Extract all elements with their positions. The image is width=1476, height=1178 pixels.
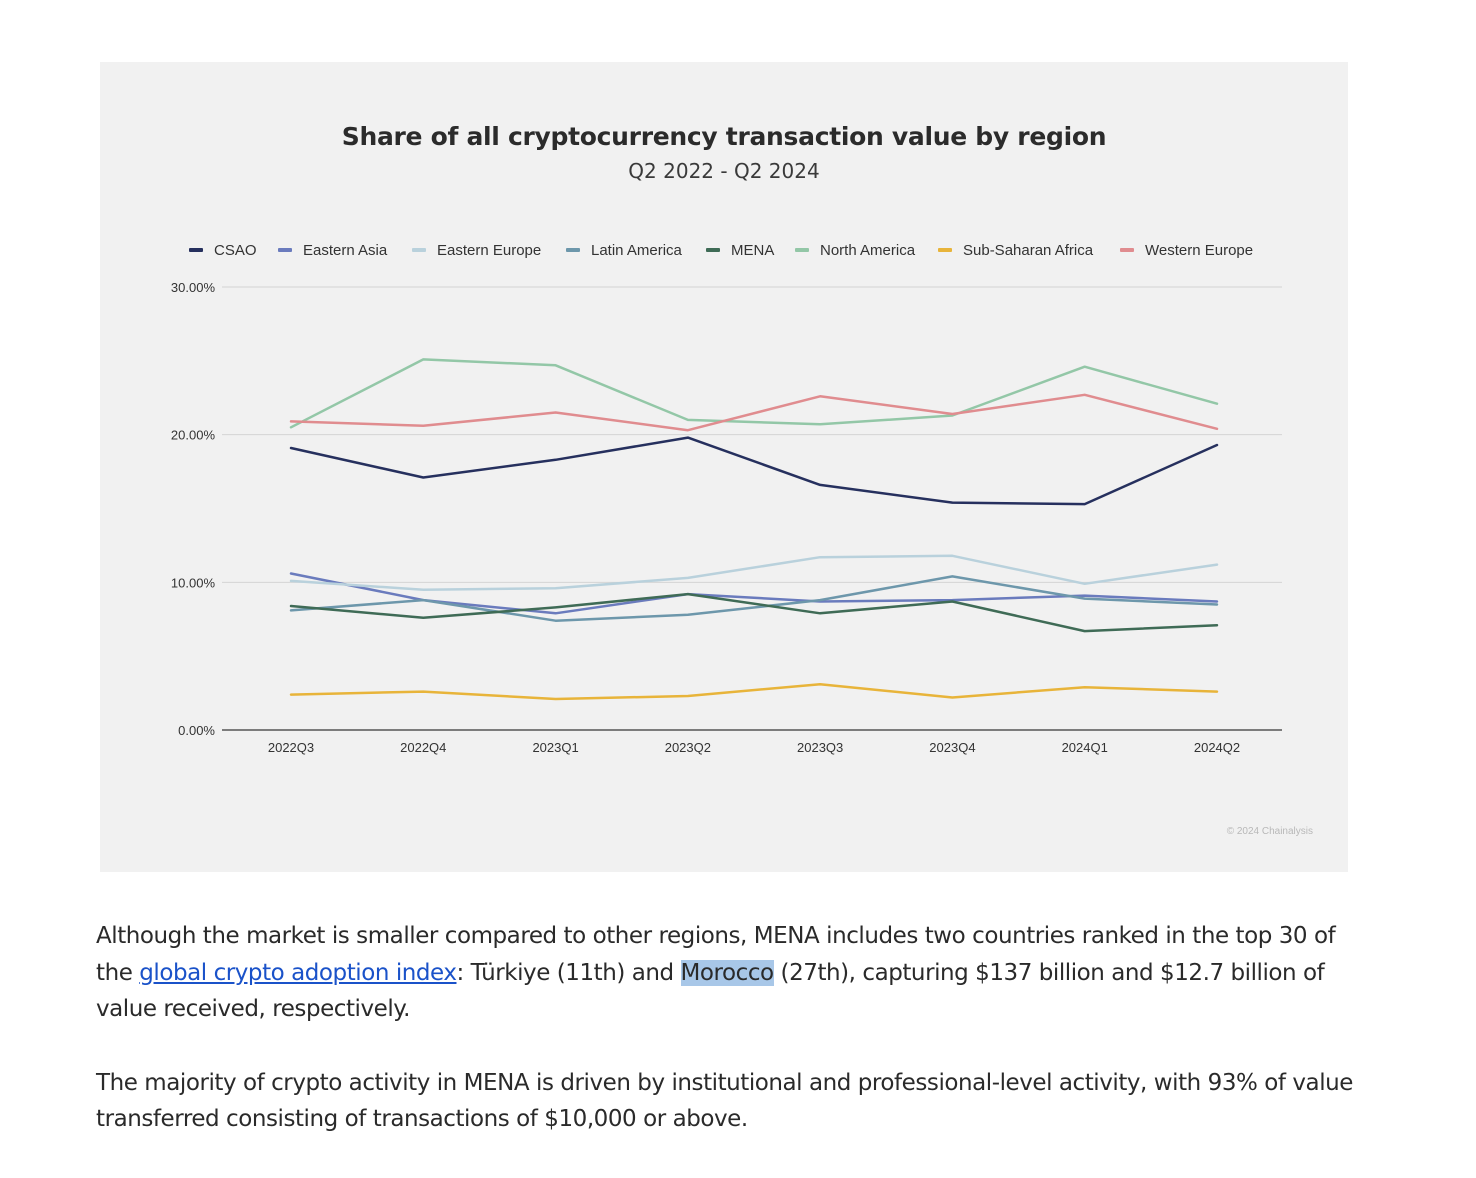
legend-swatch bbox=[706, 248, 720, 252]
x-tick-label: 2023Q3 bbox=[797, 740, 843, 755]
x-tick-label: 2023Q2 bbox=[665, 740, 711, 755]
chart-figure: Share of all cryptocurrency transaction … bbox=[100, 62, 1348, 872]
article-paragraph-1: Although the market is smaller compared … bbox=[96, 918, 1366, 1028]
x-tick-label: 2022Q4 bbox=[400, 740, 446, 755]
series-line bbox=[289, 554, 1219, 591]
legend-label: MENA bbox=[731, 242, 774, 259]
chart-subtitle: Q2 2022 - Q2 2024 bbox=[628, 159, 820, 183]
x-tick-label: 2024Q1 bbox=[1062, 740, 1108, 755]
y-tick-label: 30.00% bbox=[171, 280, 216, 295]
legend-label: CSAO bbox=[214, 242, 257, 259]
y-tick-label: 20.00% bbox=[171, 428, 216, 443]
x-tick-label: 2023Q1 bbox=[532, 740, 578, 755]
series-line bbox=[289, 436, 1219, 506]
legend-swatch bbox=[1120, 248, 1134, 252]
paragraph-text: Although the market is smaller compared … bbox=[96, 923, 1336, 986]
series-line bbox=[289, 393, 1219, 432]
series-line bbox=[289, 575, 1219, 622]
legend-label: Eastern Europe bbox=[437, 242, 541, 259]
x-tick-label: 2024Q2 bbox=[1194, 740, 1240, 755]
legend-label: North America bbox=[820, 242, 916, 259]
legend-swatch bbox=[566, 248, 580, 252]
y-tick-label: 10.00% bbox=[171, 575, 216, 590]
paragraph-text: : Türkiye (11th) and bbox=[456, 959, 681, 986]
line-chart: 0.00% 10.00% 20.00% 30.00% 2022Q3 2022Q4 2023Q… bbox=[171, 242, 1313, 837]
legend-label: Western Europe bbox=[1145, 242, 1253, 259]
article-paragraph-2: The majority of crypto activity in MENA … bbox=[96, 1069, 1353, 1133]
paragraph-text: (27th), capturing $137 billion and $12.7… bbox=[96, 959, 1325, 1023]
legend-label: Sub-Saharan Africa bbox=[963, 242, 1094, 259]
legend-label: Eastern Asia bbox=[303, 242, 388, 259]
x-tick-label: 2022Q3 bbox=[268, 740, 314, 755]
global-crypto-adoption-index-link[interactable]: global crypto adoption index bbox=[139, 959, 457, 986]
series-line bbox=[289, 358, 1219, 429]
legend-swatch bbox=[938, 248, 952, 252]
article-body: Although the market is smaller compared … bbox=[96, 918, 1366, 1175]
series-line bbox=[289, 592, 1219, 633]
x-tick-label: 2023Q4 bbox=[929, 740, 975, 755]
legend-swatch bbox=[412, 248, 426, 252]
highlighted-text: Morocco bbox=[680, 959, 774, 986]
copyright-text: © 2024 Chainalysis bbox=[1227, 826, 1313, 837]
legend-label: Latin America bbox=[591, 242, 683, 259]
series-line bbox=[289, 682, 1219, 701]
legend-swatch bbox=[795, 248, 809, 252]
y-tick-label: 0.00% bbox=[178, 723, 215, 738]
legend-swatch bbox=[278, 248, 292, 252]
chart-title: Share of all cryptocurrency transaction … bbox=[341, 122, 1107, 151]
legend-swatch bbox=[189, 248, 203, 252]
